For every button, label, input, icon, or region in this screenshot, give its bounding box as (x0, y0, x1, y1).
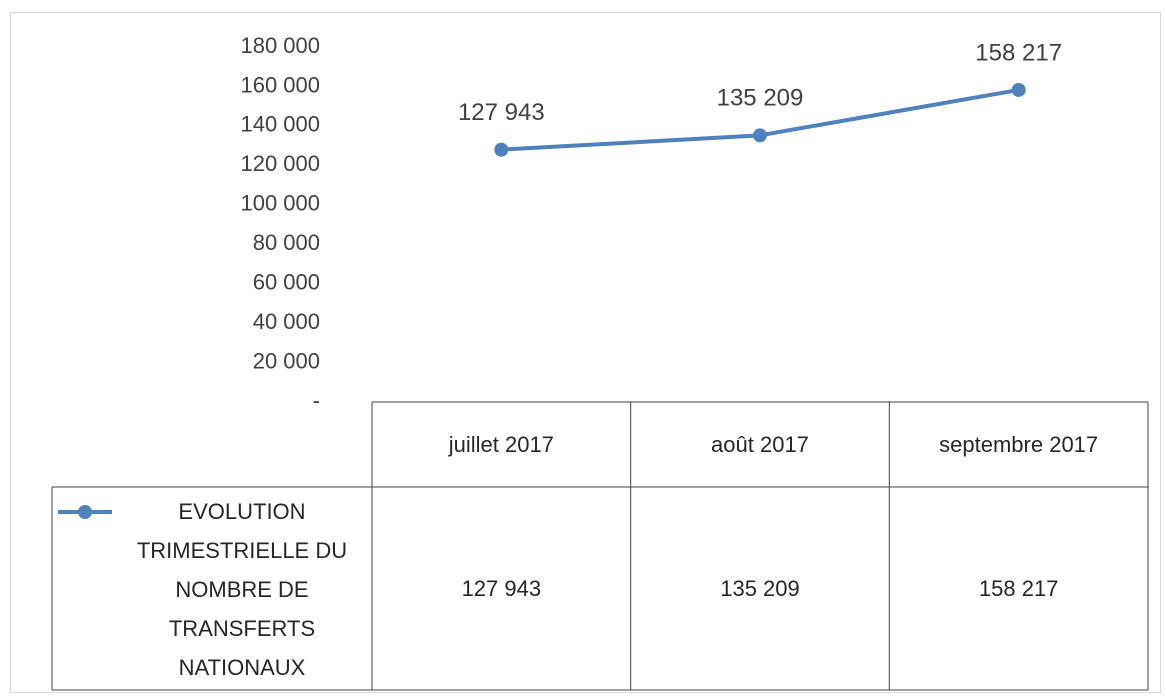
line-marker (494, 142, 509, 157)
legend-label: EVOLUTION TRIMESTRIELLE DU NOMBRE DE TRA… (136, 499, 348, 680)
table-value-box: 135 209 (720, 576, 800, 601)
table-value: 158 217 (978, 576, 1059, 601)
data-label: 135 209 (717, 85, 804, 112)
legend-marker (78, 505, 92, 519)
table-value: 135 209 (720, 576, 800, 601)
x-tick-label: août 2017 (711, 432, 809, 457)
table-value-box: 158 217 (978, 576, 1059, 601)
y-tick-label: 160 000 (240, 72, 320, 97)
data-label: 127 943 (458, 99, 545, 126)
table-value-box: 127 943 (461, 576, 542, 601)
legend-box: EVOLUTION TRIMESTRIELLE DU NOMBRE DE TRA… (136, 499, 348, 680)
y-tick-label: 20 000 (253, 348, 320, 373)
y-tick-label: 180 000 (240, 33, 320, 58)
x-tick-label-box: juillet 2017 (448, 432, 554, 457)
line-marker (1011, 82, 1026, 97)
data-label: 158 217 (975, 39, 1062, 66)
y-tick-label: 60 000 (253, 269, 320, 294)
y-tick-label: 120 000 (240, 151, 320, 176)
y-tick-label: - (313, 388, 320, 413)
x-tick-label: juillet 2017 (448, 432, 554, 457)
x-tick-label-box: septembre 2017 (939, 432, 1099, 457)
y-tick-label: 80 000 (253, 230, 320, 255)
chart-border (10, 12, 1161, 693)
line-marker (753, 128, 767, 143)
table-value: 127 943 (461, 576, 542, 601)
x-tick-label: septembre 2017 (939, 432, 1099, 457)
y-tick-label: 100 000 (240, 191, 320, 216)
y-tick-label: 140 000 (240, 112, 320, 137)
x-tick-label-box: août 2017 (711, 432, 809, 457)
y-tick-label: 40 000 (253, 309, 320, 334)
